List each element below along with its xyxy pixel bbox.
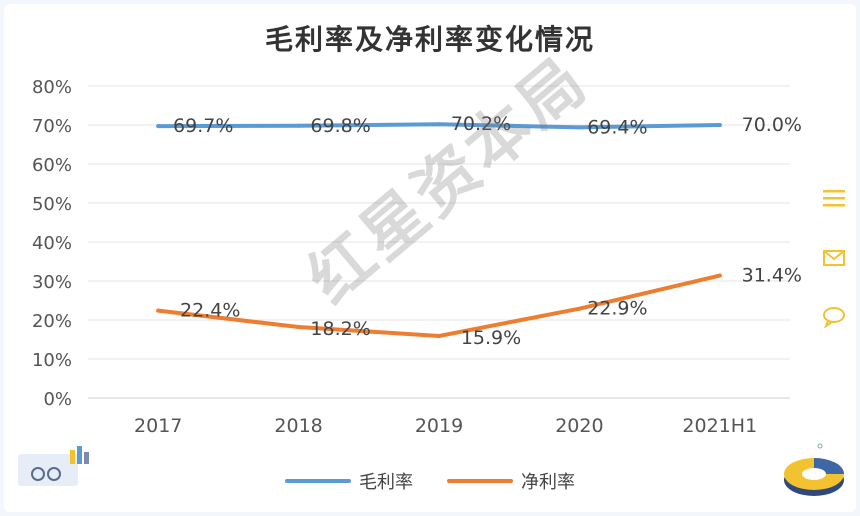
data-label: 22.4% [180,300,240,322]
data-point [717,123,722,127]
x-tick-label: 2021H1 [682,415,757,437]
chart-title: 毛利率及净利率变化情况 [264,23,595,56]
data-point [577,306,582,311]
x-tick-label: 2019 [415,415,463,437]
x-tick-label: 2017 [134,415,182,437]
y-tick-label: 30% [32,272,72,293]
chart-frame [4,4,856,512]
data-label: 70.0% [742,114,802,136]
legend-label-gross-margin: 毛利率 [359,472,413,493]
data-label: 18.2% [310,318,370,340]
data-point [437,122,441,127]
decorative-donut-icon [784,443,844,496]
data-label: 69.8% [310,115,370,137]
data-point [296,123,301,128]
data-label: 69.4% [587,116,647,138]
y-tick-label: 0% [43,389,72,410]
y-tick-label: 20% [32,311,72,332]
data-label: 22.9% [587,298,647,320]
decorative-laptop-icon [18,446,89,486]
legend-label-net-margin: 净利率 [521,472,575,493]
chat-icon[interactable] [822,306,846,328]
y-tick-label: 70% [32,116,72,137]
data-point [717,273,722,278]
data-point [437,333,441,338]
data-point [296,325,301,330]
mail-icon[interactable] [822,248,846,268]
legend-swatch-net-margin [447,479,513,483]
menu-icon[interactable] [822,188,846,208]
x-tick-label: 2018 [274,415,322,437]
legend-item-net-margin: 净利率 [447,468,575,494]
y-tick-label: 50% [32,194,72,215]
y-tick-label: 80% [32,77,72,98]
data-point [577,125,582,130]
chart-legend: 毛利率 净利率 [0,468,860,494]
legend-swatch-gross-margin [285,479,351,483]
legend-item-gross-margin: 毛利率 [285,468,413,494]
data-label: 15.9% [461,327,521,349]
data-label: 31.4% [742,265,802,287]
data-point [156,124,161,129]
data-label: 69.7% [173,115,233,137]
data-label: 70.2% [451,113,511,135]
y-tick-label: 10% [32,350,72,371]
y-tick-label: 60% [32,155,72,176]
y-tick-label: 40% [32,233,72,254]
data-point [156,308,161,313]
x-tick-label: 2020 [555,415,603,437]
